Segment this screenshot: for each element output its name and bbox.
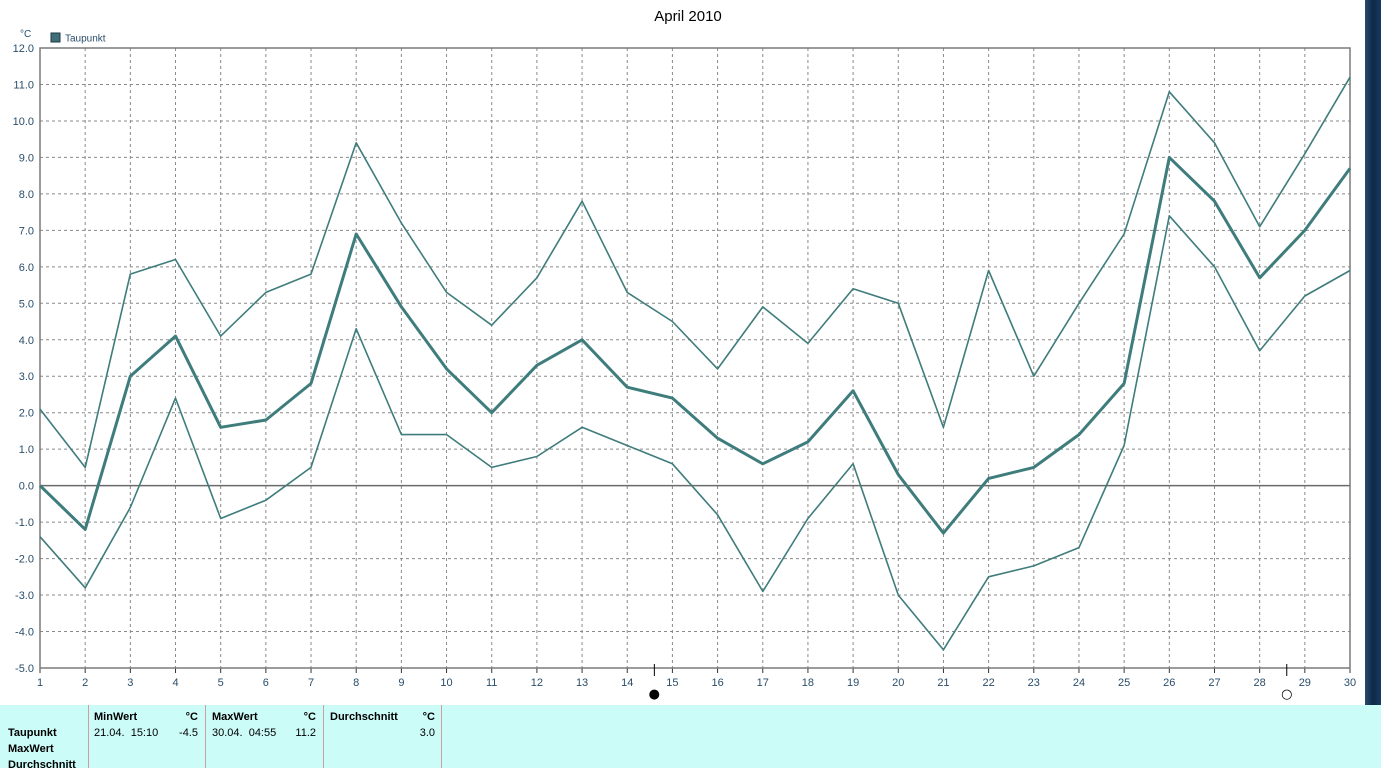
stats-panel: Taupunkt MaxWert Durchschnitt MinWert °C… bbox=[0, 705, 1381, 771]
x-tick-label: 2 bbox=[82, 677, 88, 689]
y-tick-label: 4.0 bbox=[19, 335, 34, 347]
y-tick-label: 6.0 bbox=[19, 262, 34, 274]
y-tick-label: -4.0 bbox=[15, 627, 34, 639]
x-tick-label: 3 bbox=[127, 677, 133, 689]
chart-title: April 2010 bbox=[654, 8, 722, 25]
moon-phase-icon: ● bbox=[649, 687, 660, 702]
x-tick-label: 29 bbox=[1299, 677, 1311, 689]
max-timestamp: 30.04. 04:55 bbox=[212, 727, 277, 739]
x-tick-label: 12 bbox=[531, 677, 543, 689]
divider bbox=[205, 705, 206, 768]
y-tick-label: 7.0 bbox=[19, 225, 34, 237]
x-tick-label: 11 bbox=[486, 677, 497, 689]
x-tick-label: 23 bbox=[1028, 677, 1040, 689]
y-tick-label: -2.0 bbox=[15, 554, 34, 566]
x-tick-label: 17 bbox=[757, 677, 769, 689]
x-tick-label: 1 bbox=[37, 677, 43, 689]
y-tick-label: 2.0 bbox=[19, 408, 34, 420]
x-tick-label: 27 bbox=[1208, 677, 1220, 689]
legend-swatch bbox=[50, 32, 61, 43]
x-tick-label: 20 bbox=[892, 677, 904, 689]
y-axis-unit: °C bbox=[20, 29, 31, 40]
stats-row-label: MaxWert bbox=[8, 743, 54, 755]
series-line-avg bbox=[38, 155, 1352, 535]
y-tick-label: 5.0 bbox=[19, 298, 34, 310]
x-tick-label: 14 bbox=[621, 677, 633, 689]
y-tick-label: 10.0 bbox=[13, 116, 34, 128]
chart: April 2010 °C Taupunkt -5.0 -4.0 -3.0 -2.0 -… bbox=[13, 8, 1357, 702]
x-tick-label: 30 bbox=[1344, 677, 1356, 689]
x-tick-label: 21 bbox=[937, 677, 949, 689]
y-tick-label: 3.0 bbox=[19, 371, 34, 383]
x-tick-label: 7 bbox=[308, 677, 314, 689]
y-tick-label: -3.0 bbox=[15, 590, 34, 602]
moon-phase-icon: ○ bbox=[1281, 687, 1292, 702]
x-tick-label: 22 bbox=[982, 677, 994, 689]
x-tick-label: 9 bbox=[398, 677, 404, 689]
x-tick-label: 15 bbox=[666, 677, 678, 689]
y-tick-label: 0.0 bbox=[19, 481, 34, 493]
y-tick-label: 8.0 bbox=[19, 189, 34, 201]
y-tick-label: 1.0 bbox=[19, 444, 34, 456]
x-tick-label: 13 bbox=[576, 677, 588, 689]
min-timestamp: 21.04. 15:10 bbox=[94, 727, 159, 739]
x-tick-label: 18 bbox=[802, 677, 814, 689]
max-unit: °C bbox=[303, 711, 316, 723]
y-tick-label: -5.0 bbox=[15, 663, 34, 675]
stats-row-label: Durchschnitt bbox=[8, 759, 76, 771]
x-tick-label: 5 bbox=[218, 677, 224, 689]
x-tick-label: 16 bbox=[711, 677, 723, 689]
stats-row-label: Taupunkt bbox=[8, 727, 57, 739]
x-tick-label: 10 bbox=[440, 677, 452, 689]
min-unit: °C bbox=[185, 711, 198, 723]
divider bbox=[88, 705, 89, 768]
min-value: -4.5 bbox=[179, 727, 198, 739]
y-tick-label: 11.0 bbox=[13, 79, 34, 91]
x-tick-label: 4 bbox=[172, 677, 178, 689]
max-header: MaxWert bbox=[212, 711, 258, 723]
x-tick-label: 8 bbox=[353, 677, 359, 689]
x-tick-label: 25 bbox=[1118, 677, 1130, 689]
max-value: 11.2 bbox=[295, 727, 316, 739]
window-edge bbox=[1365, 0, 1381, 705]
divider bbox=[323, 705, 324, 768]
avg-unit: °C bbox=[422, 711, 435, 723]
y-tick-label: 12.0 bbox=[13, 43, 34, 55]
divider bbox=[441, 705, 442, 768]
y-tick-label: -1.0 bbox=[15, 517, 34, 529]
x-tick-label: 6 bbox=[263, 677, 269, 689]
min-header: MinWert bbox=[94, 711, 138, 723]
x-tick-label: 28 bbox=[1254, 677, 1266, 689]
x-tick-label: 26 bbox=[1163, 677, 1175, 689]
plot-frame bbox=[39, 47, 1351, 669]
legend-label: Taupunkt bbox=[65, 34, 106, 45]
series-line-max bbox=[39, 76, 1351, 469]
y-tick-label: 9.0 bbox=[19, 152, 34, 164]
series-line-min bbox=[39, 215, 1351, 651]
x-tick-label: 24 bbox=[1073, 677, 1085, 689]
avg-value: 3.0 bbox=[419, 727, 435, 739]
x-tick-label: 19 bbox=[847, 677, 859, 689]
avg-header: Durchschnitt bbox=[330, 711, 398, 723]
